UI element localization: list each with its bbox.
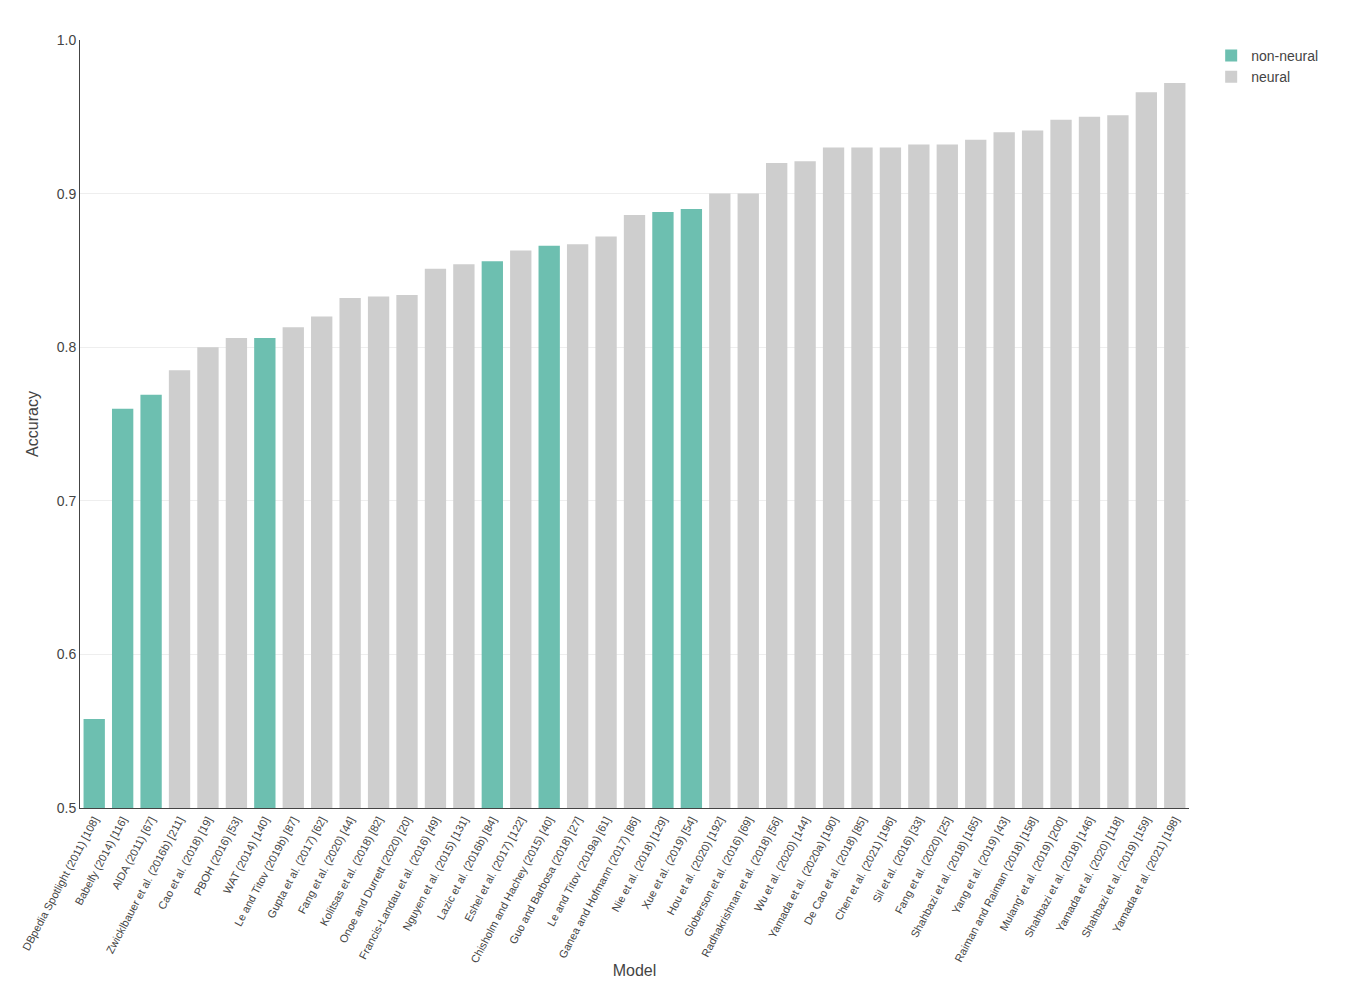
svg-text:De Cao et al. (2018) [85]: De Cao et al. (2018) [85] xyxy=(801,815,868,927)
svg-text:Mulang' et al. (2019) [200]: Mulang' et al. (2019) [200] xyxy=(997,815,1067,933)
svg-text:DBpedia Spotlight (2011) [108]: DBpedia Spotlight (2011) [108] xyxy=(20,815,101,953)
svg-text:neural: neural xyxy=(1251,69,1290,85)
svg-text:Onoe and Durrett (2020) [20]: Onoe and Durrett (2020) [20] xyxy=(337,815,414,945)
svg-text:Raiman and Raiman (2018) [158]: Raiman and Raiman (2018) [158] xyxy=(952,815,1039,964)
svg-text:Xue et al. (2019) [54]: Xue et al. (2019) [54] xyxy=(639,815,698,911)
svg-text:Gupta et al. (2017) [62]: Gupta et al. (2017) [62] xyxy=(265,815,329,921)
svg-text:Shahbazi et al. (2019) [159]: Shahbazi et al. (2019) [159] xyxy=(1079,815,1153,940)
svg-text:Fang et al. (2020) [44]: Fang et al. (2020) [44] xyxy=(295,815,356,916)
svg-text:0.9: 0.9 xyxy=(57,186,77,202)
svg-text:Yamada et al. (2021) [198]: Yamada et al. (2021) [198] xyxy=(1110,815,1181,935)
svg-text:AIDA (2011) [67]: AIDA (2011) [67] xyxy=(109,815,157,892)
svg-text:0.5: 0.5 xyxy=(57,800,77,816)
svg-text:Radhakrishnan et al. (2018) [5: Radhakrishnan et al. (2018) [56] xyxy=(699,815,783,959)
svg-text:Lazic et al. (2016b) [84]: Lazic et al. (2016b) [84] xyxy=(434,815,499,922)
svg-text:Wu et al. (2020) [144]: Wu et al. (2020) [144] xyxy=(752,815,812,914)
svg-text:Nie et al. (2018) [129]: Nie et al. (2018) [129] xyxy=(609,815,669,914)
svg-text:Model: Model xyxy=(613,962,657,979)
svg-text:Yamada et al. (2020) [118]: Yamada et al. (2020) [118] xyxy=(1054,815,1125,934)
svg-text:Francis-Landau et al. (2016) [: Francis-Landau et al. (2016) [49] xyxy=(357,815,443,962)
svg-text:Nguyen et al. (2015) [131]: Nguyen et al. (2015) [131] xyxy=(400,815,470,933)
svg-text:Yamada et al. (2020a) [190]: Yamada et al. (2020a) [190] xyxy=(766,815,840,940)
svg-text:Cao et al. (2018) [19]: Cao et al. (2018) [19] xyxy=(155,815,214,912)
svg-text:Eshel et al. (2017) [122]: Eshel et al. (2017) [122] xyxy=(462,815,527,924)
svg-text:Yang et al. (2019) [43]: Yang et al. (2019) [43] xyxy=(949,815,1010,916)
svg-text:Kolitsas et al. (2018) [82]: Kolitsas et al. (2018) [82] xyxy=(317,815,385,928)
svg-text:Chen et al. (2021) [196]: Chen et al. (2021) [196] xyxy=(832,815,897,923)
svg-text:Chisholm and Hachey (2015) [40: Chisholm and Hachey (2015) [40] xyxy=(468,815,556,965)
svg-text:Le and Titov (2019b) [87]: Le and Titov (2019b) [87] xyxy=(232,815,300,929)
svg-text:non-neural: non-neural xyxy=(1251,48,1318,64)
svg-text:WAT (2014) [140]: WAT (2014) [140] xyxy=(221,815,272,896)
svg-text:0.7: 0.7 xyxy=(57,493,77,509)
svg-text:Babelfy (2014) [116]: Babelfy (2014) [116] xyxy=(73,815,130,907)
svg-text:Sil et al. (2016) [33]: Sil et al. (2016) [33] xyxy=(870,815,925,905)
svg-text:Zwicklbauer et al. (2016b) [21: Zwicklbauer et al. (2016b) [211] xyxy=(104,815,187,956)
svg-text:Fang et al. (2020) [25]: Fang et al. (2020) [25] xyxy=(893,815,954,916)
svg-text:0.6: 0.6 xyxy=(57,646,77,662)
svg-text:Globerson et al. (2016) [69]: Globerson et al. (2016) [69] xyxy=(681,815,754,939)
svg-text:Shahbazi et al. (2018) [165]: Shahbazi et al. (2018) [165] xyxy=(908,815,982,940)
svg-text:PBOH (2016) [53]: PBOH (2016) [53] xyxy=(191,815,243,898)
svg-text:Ganea and Hofmann (2017) [86]: Ganea and Hofmann (2017) [86] xyxy=(556,815,641,960)
svg-text:Guo and Barbosa (2018) [27]: Guo and Barbosa (2018) [27] xyxy=(507,815,584,946)
svg-text:Accuracy: Accuracy xyxy=(24,391,41,457)
svg-text:Shahbazi et al. (2018) [146]: Shahbazi et al. (2018) [146] xyxy=(1022,815,1096,940)
svg-text:Le and Titov (2019a) [61]: Le and Titov (2019a) [61] xyxy=(545,815,613,929)
svg-text:0.8: 0.8 xyxy=(57,339,77,355)
svg-text:1.0: 1.0 xyxy=(57,32,77,48)
svg-text:Hou et al. (2020) [192]: Hou et al. (2020) [192] xyxy=(664,815,726,917)
